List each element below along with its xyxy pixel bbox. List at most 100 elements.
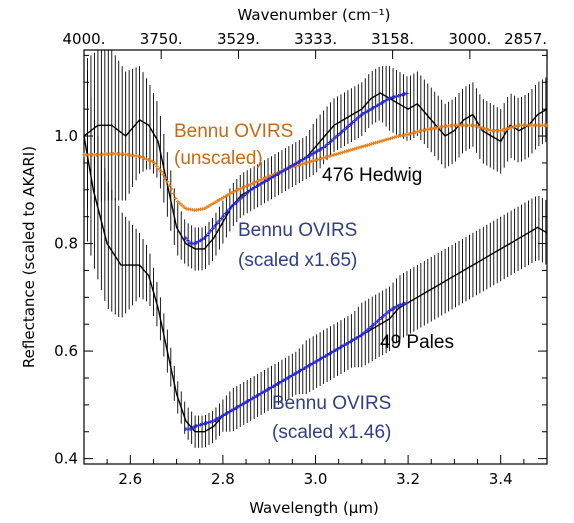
data-point [319, 146, 324, 151]
data-point [361, 112, 365, 116]
data-point [240, 402, 244, 407]
data-point [325, 154, 330, 159]
data-point [271, 384, 276, 389]
data-point [271, 174, 276, 179]
data-point [209, 419, 213, 424]
data-point [153, 161, 157, 166]
data-point [215, 221, 219, 226]
data-point [206, 420, 211, 425]
data-point [386, 137, 390, 141]
data-point [159, 169, 163, 174]
data-point [404, 301, 409, 305]
data-point [213, 418, 217, 422]
data-point [157, 167, 161, 171]
data-point [238, 197, 242, 201]
data-point [261, 390, 265, 395]
data-point [329, 138, 334, 143]
data-point [209, 228, 213, 233]
data-point [407, 132, 411, 136]
data-point [304, 155, 309, 160]
data-point [290, 163, 294, 168]
data-point [400, 92, 405, 97]
data-point [338, 151, 343, 155]
data-point [394, 134, 399, 139]
data-point [227, 409, 232, 414]
data-point [305, 160, 309, 165]
data-point [254, 184, 259, 189]
data-point [357, 145, 361, 150]
data-point [386, 310, 390, 314]
data-point [356, 334, 361, 339]
data-point [381, 314, 386, 318]
data-point [361, 144, 365, 149]
data-point [259, 182, 263, 186]
data-point [327, 140, 332, 145]
data-point [394, 94, 399, 99]
data-point [184, 236, 188, 240]
data-point [173, 196, 178, 201]
data-point [215, 199, 220, 203]
data-point [221, 413, 226, 418]
data-point [248, 397, 253, 402]
data-point [200, 422, 205, 427]
data-point [354, 117, 359, 121]
data-point [313, 360, 317, 364]
data-point [250, 186, 255, 191]
data-point [256, 392, 261, 397]
data-point [303, 161, 307, 166]
data-point [342, 128, 347, 132]
x-tick-label: 2.6 [118, 470, 142, 488]
x-tick-label: 3.4 [489, 470, 513, 488]
data-point [336, 133, 340, 138]
data-point [346, 124, 351, 129]
data-point [402, 301, 407, 306]
data-point [363, 143, 368, 148]
data-point [213, 200, 218, 205]
data-point [350, 147, 355, 152]
data-point [342, 343, 347, 347]
data-point [186, 238, 190, 243]
data-point [244, 184, 249, 188]
data-point [215, 417, 219, 421]
data-point [146, 158, 151, 162]
data-point [242, 185, 247, 189]
series-bennu-ovirs-unscaled- [82, 123, 549, 212]
data-point [223, 211, 228, 216]
data-point [230, 190, 234, 195]
data-point [290, 373, 294, 378]
data-point [369, 142, 374, 146]
data-point [257, 178, 261, 183]
data-point [298, 368, 303, 373]
data-point [273, 173, 278, 178]
data-point [471, 123, 476, 128]
data-point [334, 135, 338, 139]
data-point [240, 195, 244, 200]
annotation-ovirs-165-line1: Bennu OVIRS [238, 220, 357, 241]
data-point [286, 166, 290, 170]
annotation-hedwig: 476 Hedwig [322, 165, 422, 186]
y-axis-ticks: 0.4 0.6 0.8 1.0 [54, 54, 547, 468]
data-point [513, 124, 518, 129]
data-point [311, 159, 315, 163]
data-point [319, 356, 324, 361]
data-point [298, 162, 303, 167]
data-point [273, 383, 278, 387]
data-point [194, 424, 199, 428]
data-point [265, 175, 270, 179]
data-point [288, 374, 292, 379]
data-point [281, 168, 286, 173]
data-point [155, 164, 159, 169]
data-point [402, 92, 407, 96]
data-point [219, 414, 224, 419]
data-point [200, 237, 205, 242]
annotation-pales: 49 Pales [380, 332, 454, 353]
data-point [317, 157, 322, 161]
data-point [163, 176, 168, 180]
data-point [311, 361, 315, 366]
data-point [192, 425, 196, 429]
data-point [330, 153, 334, 158]
x-axis-title: Wavelength (μm) [249, 499, 379, 517]
data-point [240, 186, 245, 190]
data-point [178, 201, 182, 206]
data-point [223, 412, 228, 416]
